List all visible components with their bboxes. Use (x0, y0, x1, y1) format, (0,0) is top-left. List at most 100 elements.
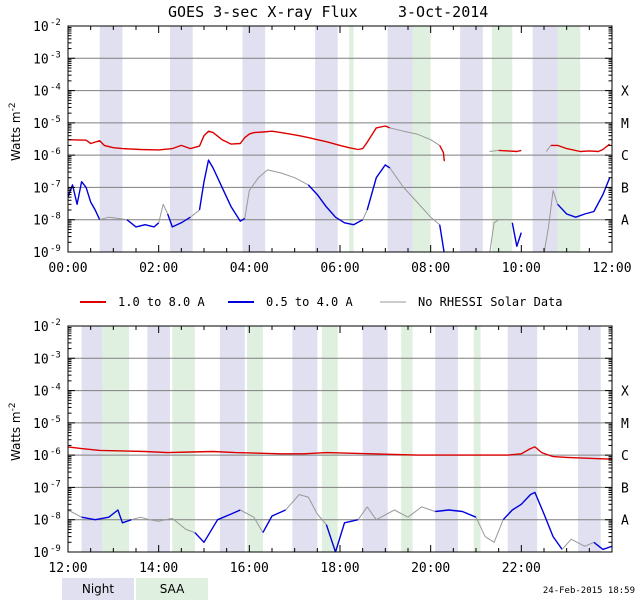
y-tick-exponent: -8 (50, 512, 61, 522)
series-short-line (502, 491, 563, 550)
flare-class-label: C (621, 149, 629, 164)
y-tick-exponent: -3 (50, 350, 61, 360)
saa-band (321, 326, 338, 552)
flare-class-label: A (621, 214, 629, 229)
saa-band (473, 326, 481, 552)
series-long-line (498, 149, 522, 153)
series-long-line (439, 145, 445, 162)
series-group (68, 125, 611, 252)
series-short-line (190, 209, 200, 218)
y-tick-label: 10 (33, 85, 49, 100)
chart-title: GOES 3-sec X-ray Flux 3-Oct-2014 (168, 3, 488, 21)
series-short-line (285, 494, 327, 526)
series-short-line (68, 509, 82, 518)
x-tick-label: 08:00 (411, 261, 450, 276)
series-long-line (68, 125, 391, 151)
night-band (387, 26, 413, 252)
series-short-line (435, 509, 477, 518)
series-short-line (244, 169, 309, 219)
series-short-line (389, 167, 441, 226)
y-tick-exponent: -2 (50, 18, 61, 28)
legend-label-short: 0.5 to 4.0 A (266, 295, 353, 309)
y-tick-label: 10 (33, 52, 49, 67)
saa-band (247, 326, 263, 552)
series-short-line (439, 224, 445, 252)
night-band (99, 26, 123, 252)
y-tick-label: 10 (33, 117, 49, 132)
shading-label: SAA (160, 582, 185, 596)
y-axis-label-exponent: -2 (8, 402, 18, 411)
panel-top: 10-910-810-710-610-510-410-310 -2ABCMXWat… (8, 18, 632, 276)
y-tick-exponent: -6 (50, 147, 61, 157)
saa-band (557, 26, 581, 252)
series-short-line (194, 509, 241, 543)
plot-frame (67, 25, 613, 253)
x-tick-label: 12:00 (48, 561, 87, 576)
series-short-line (198, 159, 246, 222)
series-short-line (593, 541, 612, 551)
saa-band (412, 26, 431, 252)
series-short-line (81, 509, 132, 524)
x-tick-label: 02:00 (139, 261, 178, 276)
x-tick-label: 22:00 (502, 561, 541, 576)
y-tick-label: 10 (33, 481, 49, 496)
y-tick-exponent: -6 (50, 447, 61, 457)
y-axis-label: Watts m-2 (8, 402, 23, 461)
series-short-line (557, 177, 611, 218)
night-band (435, 326, 458, 552)
series-short-line (543, 190, 559, 252)
series-short-line (131, 516, 196, 534)
series-short-line (511, 222, 522, 248)
series-long-line (68, 446, 612, 460)
night-band (532, 26, 558, 252)
y-tick-label: 10 (33, 20, 49, 35)
night-band (147, 326, 170, 552)
night-band (219, 326, 245, 552)
series-short-line (489, 219, 499, 252)
x-tick-label: 14:00 (139, 561, 178, 576)
night-band (81, 326, 102, 552)
series-long-line (389, 127, 440, 146)
y-tick-label: 10 (33, 449, 49, 464)
series-short-line (307, 184, 364, 226)
x-tick-label: 10:00 (502, 261, 541, 276)
series-group (68, 446, 612, 552)
title-text: GOES 3-sec X-ray Flux (168, 3, 358, 21)
y-tick-label: 10 (33, 181, 49, 196)
flare-class-label: B (621, 481, 629, 496)
series-short-line (167, 213, 191, 228)
y-tick-label: 10 (33, 352, 49, 367)
y-tick-label: 10 (33, 214, 49, 229)
night-band (315, 26, 338, 252)
y-tick-exponent: -5 (50, 115, 61, 125)
x-tick-label: 06:00 (320, 261, 359, 276)
series-short-line (325, 519, 359, 552)
series-short-line (362, 209, 368, 220)
y-tick-label: 10 (33, 385, 49, 400)
y-tick-exponent: -2 (50, 318, 61, 328)
flare-class-label: A (621, 514, 629, 529)
night-band (170, 26, 193, 252)
night-band (507, 326, 538, 552)
timestamp: 24-Feb-2015 18:59 (543, 586, 635, 596)
series-short-line (357, 506, 436, 521)
shading-label: Night (82, 582, 115, 596)
y-tick-label: 10 (33, 246, 49, 261)
series-short-line (262, 509, 286, 533)
x-tick-label: 00:00 (48, 261, 87, 276)
y-tick-label: 10 (33, 417, 49, 432)
shading-legend: Night SAA (62, 578, 208, 600)
legend: 1.0 to 8.0 A 0.5 to 4.0 A No RHESSI Solar … (80, 295, 563, 309)
y-tick-exponent: -4 (50, 383, 61, 393)
flare-class-label: C (621, 449, 629, 464)
series-long-line (550, 143, 611, 153)
shading-swatch (62, 578, 134, 600)
x-tick-label: 12:00 (592, 261, 631, 276)
flare-class-label: M (621, 117, 629, 132)
series-short-line (158, 203, 169, 223)
flare-class-label: M (621, 417, 629, 432)
y-tick-label: 10 (33, 514, 49, 529)
y-tick-exponent: -7 (50, 179, 61, 189)
series-short-line (366, 164, 391, 211)
